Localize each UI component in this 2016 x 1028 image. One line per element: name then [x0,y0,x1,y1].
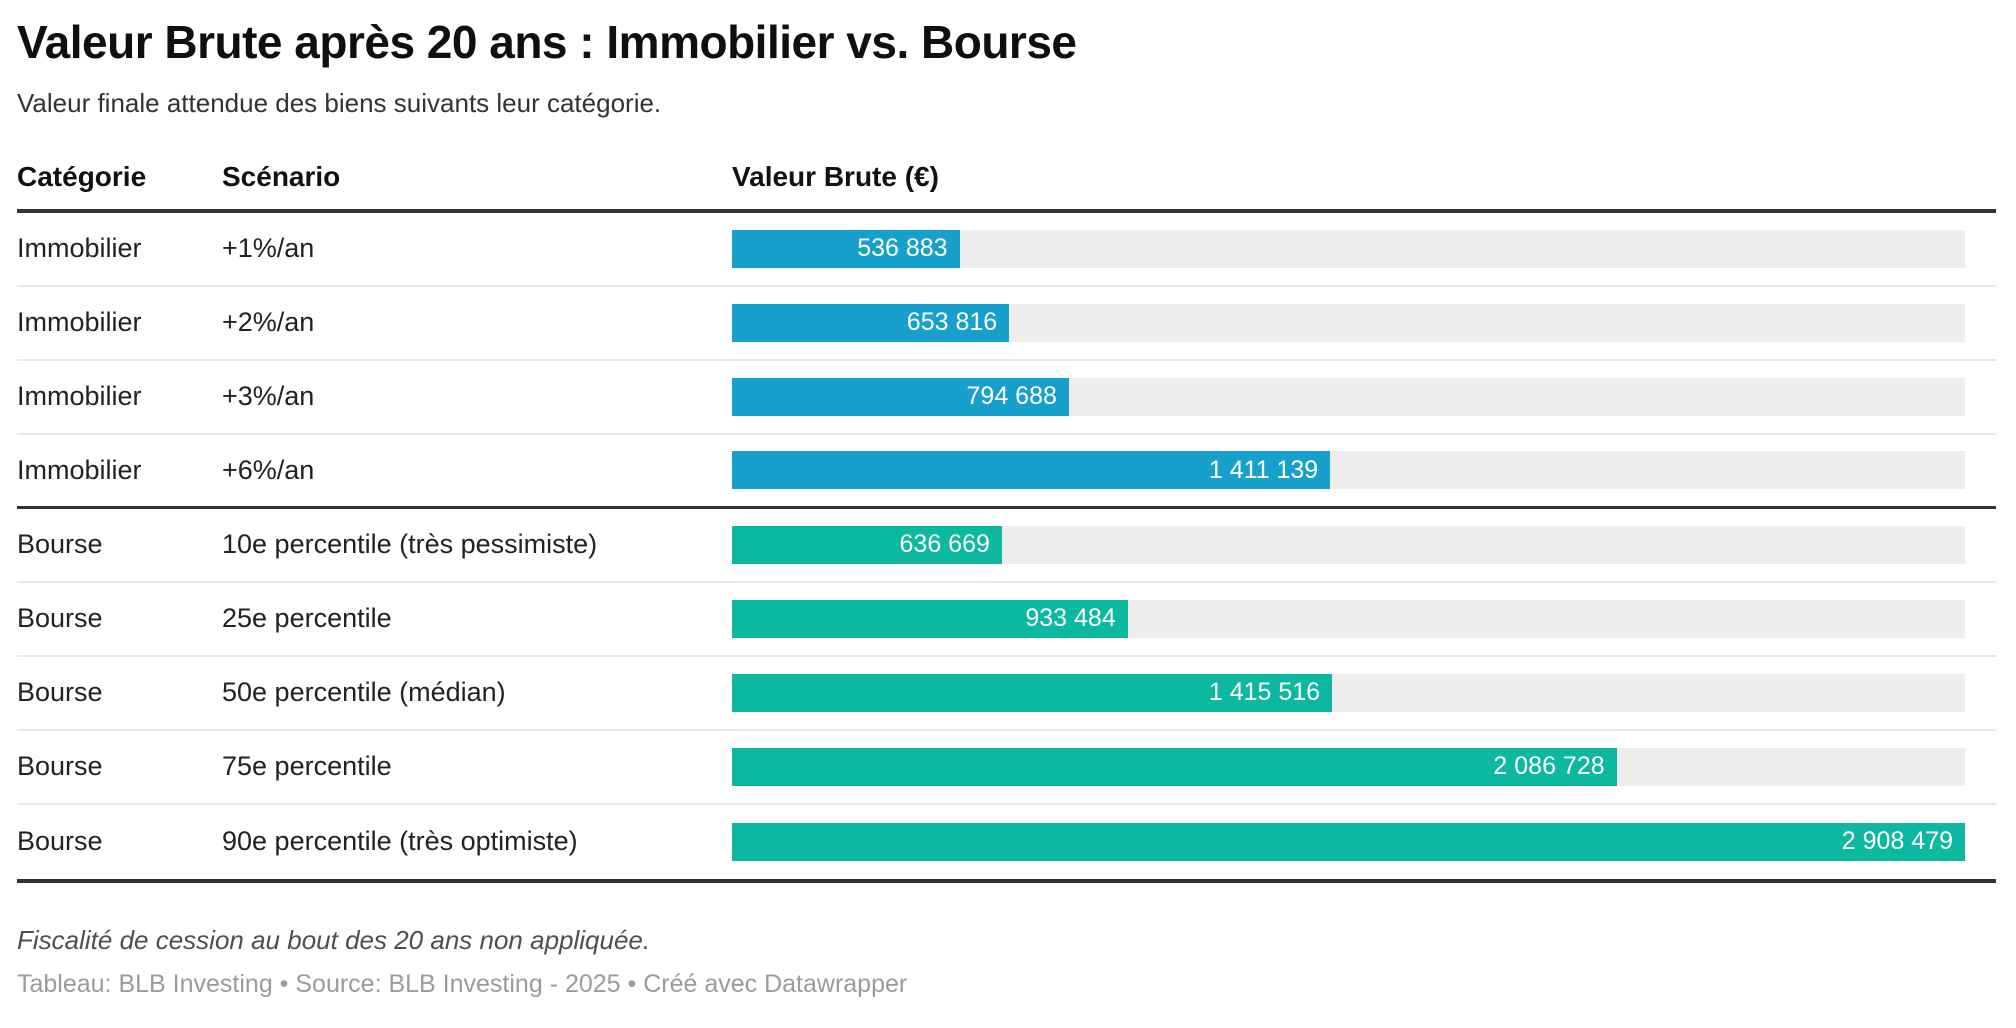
category-cell: Immobilier [17,233,142,264]
table-row: Immobilier +2%/an 653 816 [17,287,1996,361]
scenario-cell: 10e percentile (très pessimiste) [222,529,598,560]
bar-cell: 653 816 [732,303,1996,342]
value-bar-fill: 636 669 [732,525,1002,564]
table-row: Bourse 90e percentile (très optimiste) 2… [17,805,1996,879]
value-bar-track: 653 816 [732,303,1965,342]
value-bar-label: 653 816 [906,308,998,337]
scenario-cell: +1%/an [222,233,315,264]
footer-note: Fiscalité de cession au bout des 20 ans … [17,924,651,955]
value-bar-fill: 2 086 728 [732,747,1617,786]
value-bar-fill: 933 484 [732,599,1128,638]
value-bar-label: 536 883 [857,234,948,263]
table-header-row: Catégorie Scénario Valeur Brute (€) [17,161,1996,213]
scenario-cell: +6%/an [222,454,315,485]
value-bar-label: 1 411 139 [1208,455,1319,484]
scenario-cell: +3%/an [222,381,315,412]
value-bar-label: 1 415 516 [1208,678,1321,707]
table-row: Immobilier +6%/an 1 411 139 [17,435,1996,509]
value-bar-track: 2 908 479 [732,822,1965,861]
value-bar-label: 636 669 [899,530,990,559]
value-bar-fill: 794 688 [732,377,1069,416]
bar-cell: 1 411 139 [732,451,1996,490]
table-row: Immobilier +1%/an 536 883 [17,213,1996,287]
column-header-value: Valeur Brute (€) [732,160,939,192]
value-bar-track: 933 484 [732,599,1965,638]
table-row: Bourse 75e percentile 2 086 728 [17,731,1996,805]
table-row: Bourse 50e percentile (médian) 1 415 516 [17,657,1996,731]
category-cell: Immobilier [17,454,142,485]
category-cell: Bourse [17,529,103,560]
value-bar-fill: 653 816 [732,303,1010,342]
value-bar-fill: 1 411 139 [732,451,1331,490]
category-cell: Bourse [17,826,103,857]
category-cell: Immobilier [17,381,142,412]
category-cell: Bourse [17,751,103,782]
column-header-category: Catégorie [17,160,147,192]
bar-cell: 636 669 [732,525,1996,564]
scenario-cell: 75e percentile [222,751,392,782]
column-header-scenario: Scénario [222,160,341,192]
bar-cell: 1 415 516 [732,673,1996,712]
footer-credit: Tableau: BLB Investing • Source: BLB Inv… [17,969,908,998]
scenario-cell: 25e percentile [222,603,392,634]
table-row: Bourse 25e percentile 933 484 [17,583,1996,657]
chart-title: Valeur Brute après 20 ans : Immobilier v… [17,16,1077,68]
value-bar-fill: 1 415 516 [732,673,1333,712]
bar-cell: 794 688 [732,377,1996,416]
table-row: Immobilier +3%/an 794 688 [17,361,1996,435]
value-bar-label: 933 484 [1025,604,1116,633]
value-bar-label: 2 086 728 [1493,752,1605,781]
value-bar-fill: 536 883 [732,229,960,268]
chart-subtitle: Valeur finale attendue des biens suivant… [17,87,662,118]
table-row: Bourse 10e percentile (très pessimiste) … [17,509,1996,583]
scenario-cell: 90e percentile (très optimiste) [222,826,578,857]
scenario-cell: 50e percentile (médian) [222,677,506,708]
value-bar-label: 2 908 479 [1841,827,1953,856]
bar-cell: 2 086 728 [732,747,1996,786]
bar-cell: 536 883 [732,229,1996,268]
value-bar-track: 536 883 [732,229,1965,268]
bar-cell: 2 908 479 [732,822,1996,861]
category-cell: Bourse [17,677,103,708]
category-cell: Bourse [17,603,103,634]
scenario-cell: +2%/an [222,307,315,338]
value-bar-fill: 2 908 479 [732,822,1965,861]
value-bar-track: 1 411 139 [732,451,1965,490]
value-bar-track: 1 415 516 [732,673,1965,712]
value-bar-track: 794 688 [732,377,1965,416]
chart-footer: Fiscalité de cession au bout des 20 ans … [17,925,1996,999]
bar-table: Catégorie Scénario Valeur Brute (€) Immo… [17,161,1996,883]
value-bar-track: 636 669 [732,525,1965,564]
category-cell: Immobilier [17,307,142,338]
bar-cell: 933 484 [732,599,1996,638]
value-bar-label: 794 688 [966,382,1057,411]
value-bar-track: 2 086 728 [732,747,1965,786]
table-body: Immobilier +1%/an 536 883 Immobilier +2%… [17,213,1996,883]
